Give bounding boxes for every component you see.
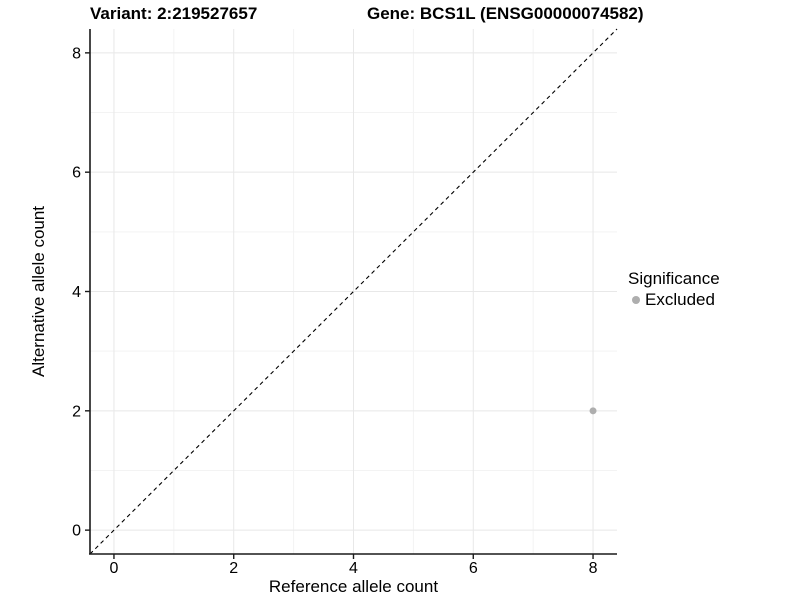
y-tick-label: 2: [72, 403, 81, 420]
legend: Significance Excluded: [628, 269, 720, 310]
x-tick-label: 2: [229, 560, 238, 577]
axis-tick-labels: 0 2 4 6 8 0 2 4 6 8: [72, 45, 597, 577]
legend-key-dot-icon: [632, 296, 640, 304]
data-point: [589, 407, 597, 415]
legend-entry-label: Excluded: [645, 290, 715, 309]
y-tick-label: 6: [72, 165, 81, 182]
identity-reference-line: [89, 28, 618, 555]
x-tick-label: 6: [469, 560, 478, 577]
y-axis-title: Alternative allele count: [29, 206, 48, 377]
x-tick-label: 8: [589, 560, 598, 577]
x-tick-label: 4: [349, 560, 358, 577]
axis-tick-marks: [85, 52, 594, 559]
major-gridlines: [90, 29, 617, 554]
identity-line: [89, 28, 618, 555]
legend-entry: Excluded: [628, 290, 720, 310]
x-tick-label: 0: [110, 560, 119, 577]
plot-title-gene: Gene: BCS1L (ENSG00000074582): [367, 4, 644, 23]
y-tick-label: 8: [72, 45, 81, 62]
legend-title: Significance: [628, 269, 720, 288]
y-tick-label: 0: [72, 523, 81, 540]
plot-title-variant: Variant: 2:219527657: [90, 4, 258, 23]
y-tick-label: 4: [72, 284, 81, 301]
x-axis-title: Reference allele count: [269, 577, 438, 596]
data-points: [589, 407, 597, 415]
